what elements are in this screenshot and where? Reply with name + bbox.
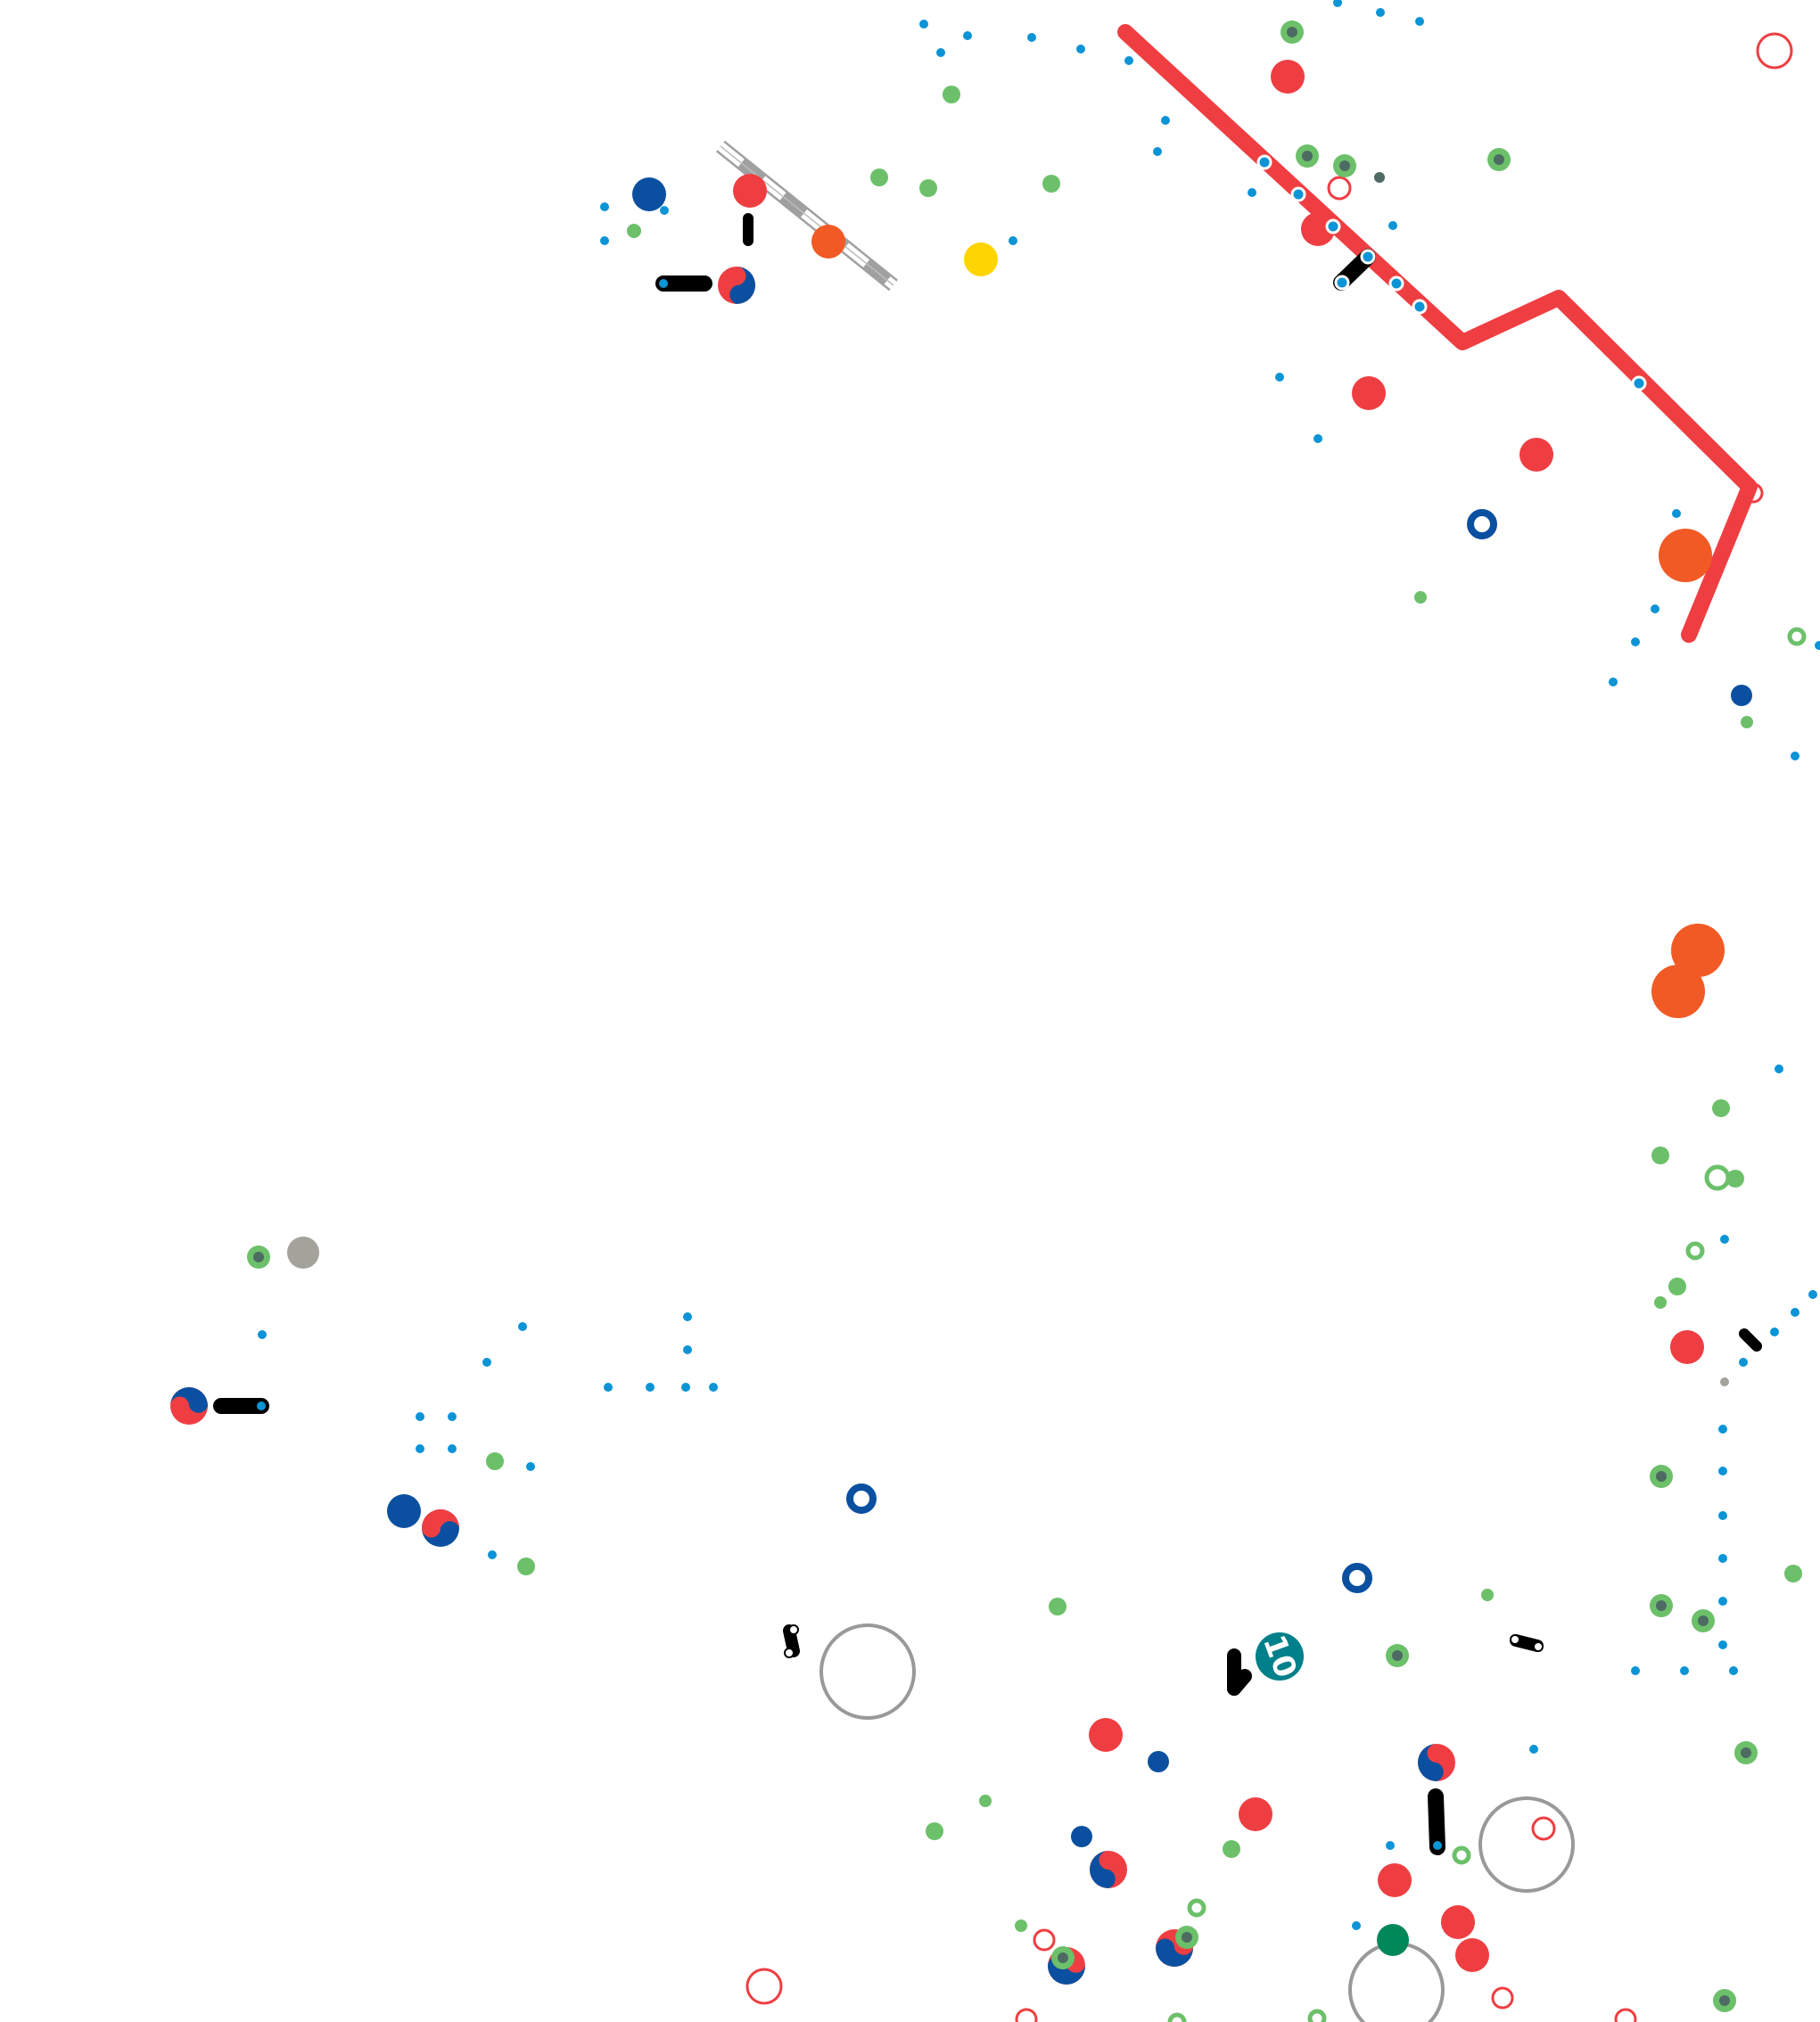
route-badge-icon[interactable]: 10 <box>1256 1631 1304 1682</box>
green-interchange-stations[interactable] <box>247 21 1758 2012</box>
small-gray-stop <box>1720 1377 1729 1386</box>
red-outline-stations[interactable] <box>745 32 1793 2022</box>
connector-stops <box>257 279 1442 1850</box>
blue-stations[interactable] <box>387 177 1752 1847</box>
dark-green-station[interactable] <box>1377 1924 1409 1956</box>
red-line-stops <box>1256 154 1647 391</box>
gray-dashed-line <box>715 140 899 292</box>
green-stations[interactable] <box>486 86 1802 1932</box>
yellow-station[interactable] <box>964 242 998 276</box>
green-ring-stations[interactable] <box>1167 627 1807 2022</box>
gray-station[interactable] <box>287 1237 319 1269</box>
blue-ring-stations[interactable] <box>846 509 1497 1593</box>
route-badge-label: 10 <box>1256 1631 1304 1682</box>
red-rail-line <box>1117 24 1758 643</box>
connector-endpoints <box>784 251 1544 1658</box>
red-stations[interactable] <box>733 60 1704 1972</box>
orange-stations[interactable] <box>811 225 1725 1018</box>
cyan-stops <box>258 0 1820 1930</box>
small-dark-stop <box>1374 172 1385 183</box>
blue-red-interchange-stations[interactable] <box>170 267 1455 1985</box>
